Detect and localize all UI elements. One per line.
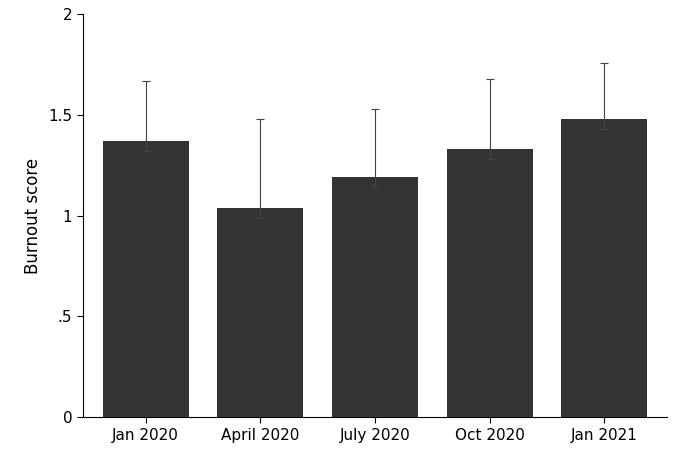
Bar [332,177,418,417]
Bar [103,141,189,417]
Y-axis label: Burnout score: Burnout score [25,158,43,273]
Bar [561,119,647,417]
Bar [447,149,533,417]
Bar [217,208,303,417]
